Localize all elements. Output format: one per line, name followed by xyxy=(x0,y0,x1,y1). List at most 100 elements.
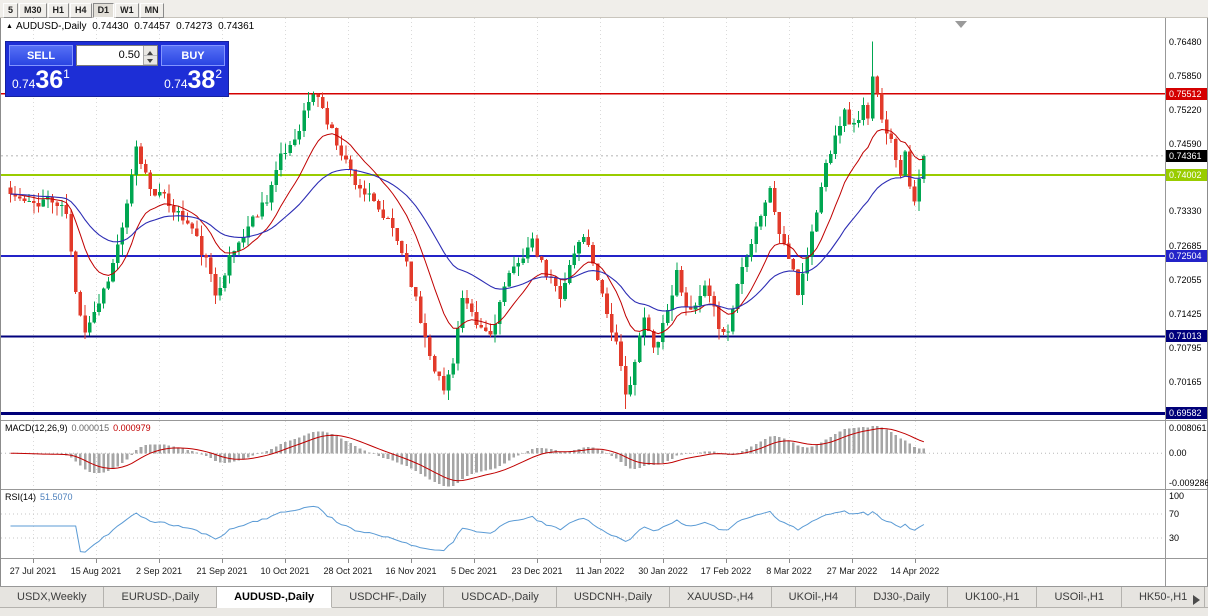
volume-value[interactable]: 0.50 xyxy=(118,49,140,61)
macd-axis: 0.008061 0.00 -0.009286 xyxy=(1165,421,1208,489)
level-price-tag: 0.72504 xyxy=(1166,249,1207,262)
timeframe-button-h1[interactable]: H1 xyxy=(47,3,70,18)
timeframe-button-w1[interactable]: W1 xyxy=(115,3,139,18)
timeframe-button-d1[interactable]: D1 xyxy=(92,3,115,18)
price-chart-plot[interactable]: ▲ AUDUSD-,Daily 0.74430 0.74457 0.74273 0… xyxy=(1,18,1165,420)
date-tick-mark xyxy=(852,559,853,563)
quote-low: 0.74273 xyxy=(176,21,213,32)
level-price-tag: 0.69582 xyxy=(1166,407,1207,420)
chart-tab-usdchf-daily[interactable]: USDCHF-,Daily xyxy=(332,587,445,608)
date-tick-mark xyxy=(285,559,286,563)
buy-price: 0.74382 xyxy=(164,67,222,93)
date-axis-label: 30 Jan 2022 xyxy=(638,566,688,576)
rsi-canvas[interactable] xyxy=(1,490,1165,558)
date-tick-mark xyxy=(915,559,916,563)
rsi-axis-label: 30 xyxy=(1169,533,1180,543)
price-axis-label: 0.75850 xyxy=(1169,70,1202,81)
chart-tab-xauusd-h4[interactable]: XAUUSD-,H4 xyxy=(670,587,772,608)
date-axis-label: 10 Oct 2021 xyxy=(260,566,310,576)
date-axis-label: 14 Apr 2022 xyxy=(890,566,940,576)
rsi-plot[interactable]: RSI(14) 51.5070 xyxy=(1,490,1165,558)
date-axis-label: 15 Aug 2021 xyxy=(70,566,122,576)
quote-high: 0.74457 xyxy=(134,21,171,32)
timeframe-toolbar: 5 M30 H1 H4 D1 W1 MN xyxy=(0,0,1208,18)
buy-price-pips: 38 xyxy=(187,66,216,94)
chart-tab-hk50-h1[interactable]: HK50-,H1 xyxy=(1121,587,1206,608)
chart-tab-ukoil-h4[interactable]: UKOil-,H4 xyxy=(771,587,857,608)
time-axis: 27 Jul 2021 15 Aug 2021 2 Sep 2021 21 Sep 2… xyxy=(1,558,1165,586)
macd-axis-label: -0.009286 xyxy=(1169,478,1208,488)
date-axis-label: 5 Dec 2021 xyxy=(450,566,498,576)
price-axis-label: 0.70795 xyxy=(1169,343,1202,354)
macd-canvas[interactable] xyxy=(1,421,1165,489)
date-tick-mark xyxy=(411,559,412,563)
chart-tab-el[interactable]: EL xyxy=(1205,587,1208,608)
chart-tab-usdcnh-daily[interactable]: USDCNH-,Daily xyxy=(556,587,671,608)
date-axis-label: 17 Feb 2022 xyxy=(700,566,752,576)
chart-window: ▲ AUDUSD-,Daily 0.74430 0.74457 0.74273 0… xyxy=(0,18,1208,586)
macd-title: MACD(12,26,9) xyxy=(5,423,68,433)
sell-button[interactable]: SELL xyxy=(9,45,73,66)
date-tick-mark xyxy=(348,559,349,563)
price-axis-label: 0.71425 xyxy=(1169,309,1202,320)
date-axis-label: 27 Mar 2022 xyxy=(826,566,878,576)
level-price-tag: 0.74002 xyxy=(1166,169,1207,182)
price-axis: 0.76480 0.75850 0.75220 0.74590 0.73330 0.726… xyxy=(1165,18,1207,420)
rsi-axis: 100 70 30 xyxy=(1165,490,1207,558)
chart-ohlc-header: ▲ AUDUSD-,Daily 0.74430 0.74457 0.74273 0… xyxy=(6,21,257,32)
volume-stepper[interactable] xyxy=(143,46,157,65)
macd-value-signal: 0.000979 xyxy=(113,423,151,433)
chart-tab-usdx-weekly[interactable]: USDX,Weekly xyxy=(0,587,105,608)
macd-indicator-panel: MACD(12,26,9) 0.000015 0.000979 0.008061 0.… xyxy=(1,420,1208,489)
timeframe-button-mn[interactable]: MN xyxy=(139,3,164,18)
quote-open: 0.74430 xyxy=(92,21,129,32)
volume-down-icon[interactable] xyxy=(144,55,157,65)
one-click-trading-panel: SELL 0.50 BUY 0.74361 0.74382 xyxy=(6,42,228,96)
chart-tab-eurusd-daily[interactable]: EURUSD-,Daily xyxy=(104,587,218,608)
date-tick-mark xyxy=(537,559,538,563)
chart-tab-uk100-h1[interactable]: UK100-,H1 xyxy=(948,587,1038,608)
date-tick-mark xyxy=(663,559,664,563)
buy-button[interactable]: BUY xyxy=(161,45,225,66)
buy-price-pipette: 2 xyxy=(215,67,222,81)
macd-value-main: 0.000015 xyxy=(71,423,110,433)
date-tick-mark xyxy=(159,559,160,563)
price-chart-canvas[interactable] xyxy=(1,18,1165,420)
rsi-indicator-panel: RSI(14) 51.5070 100 70 30 xyxy=(1,489,1207,558)
date-axis-label: 28 Oct 2021 xyxy=(323,566,373,576)
rsi-axis-label: 70 xyxy=(1169,509,1180,519)
chart-tab-bar: USDX,Weekly EURUSD-,Daily AUDUSD-,Daily USD… xyxy=(0,586,1208,616)
volume-input[interactable]: 0.50 xyxy=(76,45,158,66)
date-tick-mark xyxy=(789,559,790,563)
rsi-axis-label: 100 xyxy=(1169,491,1185,501)
tab-scroll-right-icon[interactable] xyxy=(1193,595,1205,605)
timeframe-button-5[interactable]: 5 xyxy=(3,3,19,18)
timeframe-button-m30[interactable]: M30 xyxy=(19,3,47,18)
macd-axis-label: 0.008061 xyxy=(1169,423,1207,433)
timeframe-button-h4[interactable]: H4 xyxy=(70,3,92,18)
chart-tab-usoil-h1[interactable]: USOil-,H1 xyxy=(1037,587,1122,608)
volume-up-icon[interactable] xyxy=(144,46,157,56)
chart-tab-usdcad-daily[interactable]: USDCAD-,Daily xyxy=(444,587,557,608)
price-axis-label: 0.75220 xyxy=(1169,104,1202,115)
level-price-tag: 0.75512 xyxy=(1166,87,1207,100)
price-axis-label: 0.72685 xyxy=(1169,241,1202,252)
price-axis-label: 0.73330 xyxy=(1169,206,1202,217)
axis-corner xyxy=(1165,558,1207,586)
chart-tab-dj30-daily[interactable]: DJ30-,Daily xyxy=(856,587,949,608)
chart-tab-audusd-daily[interactable]: AUDUSD-,Daily xyxy=(217,587,333,608)
date-tick-mark xyxy=(96,559,97,563)
date-axis-label: 23 Dec 2021 xyxy=(511,566,563,576)
rsi-title: RSI(14) xyxy=(5,492,37,502)
date-axis-label: 27 Jul 2021 xyxy=(9,566,57,576)
date-axis-label: 2 Sep 2021 xyxy=(135,566,183,576)
rsi-header: RSI(14) 51.5070 xyxy=(5,492,77,502)
date-tick-mark xyxy=(474,559,475,563)
macd-axis-label: 0.00 xyxy=(1169,448,1187,459)
quote-close: 0.74361 xyxy=(218,21,255,32)
sell-price-pips: 36 xyxy=(35,66,64,94)
price-axis-label: 0.70165 xyxy=(1169,377,1202,387)
price-axis-label: 0.72055 xyxy=(1169,275,1202,286)
macd-plot[interactable]: MACD(12,26,9) 0.000015 0.000979 xyxy=(1,421,1165,489)
